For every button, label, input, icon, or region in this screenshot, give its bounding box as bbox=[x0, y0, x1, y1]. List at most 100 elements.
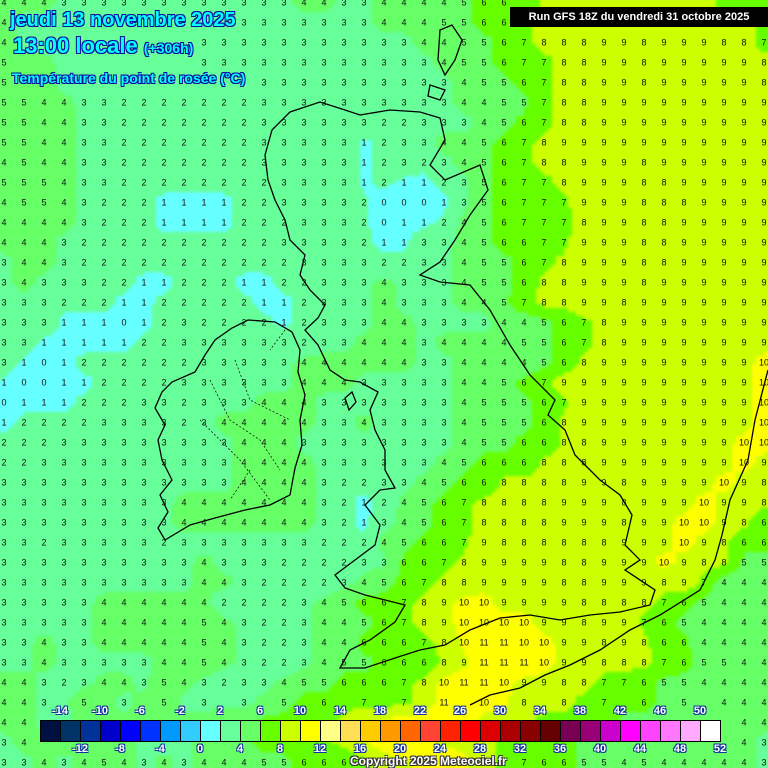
legend-tick-label: 48 bbox=[673, 743, 687, 755]
grid-value: 7 bbox=[541, 217, 547, 228]
grid-value: 3 bbox=[421, 397, 427, 408]
grid-value: 3 bbox=[381, 397, 387, 408]
grid-value: 9 bbox=[701, 437, 707, 448]
grid-value: 6 bbox=[521, 77, 527, 88]
grid-value: 3 bbox=[1, 597, 7, 608]
grid-value: 6 bbox=[501, 177, 507, 188]
grid-value: 3 bbox=[301, 57, 307, 68]
grid-value: 8 bbox=[601, 337, 607, 348]
grid-value: 3 bbox=[1, 617, 7, 628]
grid-value: 3 bbox=[21, 617, 27, 628]
grid-value: 4 bbox=[21, 697, 27, 708]
grid-value: 3 bbox=[1, 577, 7, 588]
grid-value: 8 bbox=[581, 437, 587, 448]
forecast-date: jeudi 13 novembre 2025 bbox=[10, 9, 236, 31]
grid-value: 6 bbox=[501, 0, 507, 8]
grid-value: 8 bbox=[561, 257, 567, 268]
grid-value: 9 bbox=[521, 677, 527, 688]
legend-tick-label: -8 bbox=[115, 743, 125, 755]
grid-value: 9 bbox=[701, 257, 707, 268]
grid-value: 11 bbox=[499, 657, 509, 668]
grid-value: 2 bbox=[201, 257, 207, 268]
grid-value: 9 bbox=[661, 297, 667, 308]
grid-value: 3 bbox=[81, 0, 87, 8]
grid-value: 3 bbox=[141, 497, 147, 508]
grid-value: 11 bbox=[479, 657, 489, 668]
grid-value: 3 bbox=[421, 377, 427, 388]
grid-value: 3 bbox=[221, 457, 227, 468]
grid-value: 3 bbox=[301, 37, 307, 48]
grid-value: 6 bbox=[321, 697, 327, 708]
grid-value: 3 bbox=[101, 0, 107, 8]
grid-value: 7 bbox=[621, 677, 627, 688]
grid-value: 5 bbox=[381, 577, 387, 588]
grid-value: 7 bbox=[761, 37, 767, 48]
grid-value: 2 bbox=[141, 177, 147, 188]
grid-value: 3 bbox=[241, 557, 247, 568]
grid-value: 4 bbox=[241, 417, 247, 428]
grid-value: 7 bbox=[561, 397, 567, 408]
grid-value: 9 bbox=[441, 617, 447, 628]
grid-value: 2 bbox=[241, 97, 247, 108]
grid-value: 9 bbox=[661, 77, 667, 88]
grid-value: 1 bbox=[221, 217, 227, 228]
grid-value: 6 bbox=[501, 197, 507, 208]
grid-value: 3 bbox=[141, 437, 147, 448]
grid-value: 8 bbox=[581, 117, 587, 128]
grid-value: 5 bbox=[481, 177, 487, 188]
grid-value: 0 bbox=[421, 197, 427, 208]
grid-value: 4 bbox=[201, 497, 207, 508]
grid-value: 9 bbox=[601, 57, 607, 68]
grid-value: 3 bbox=[201, 397, 207, 408]
legend-tick-label: 20 bbox=[393, 743, 407, 755]
grid-value: 9 bbox=[681, 457, 687, 468]
grid-value: 2 bbox=[441, 217, 447, 228]
legend-tick-label: 26 bbox=[453, 705, 467, 717]
grid-value: 3 bbox=[321, 137, 327, 148]
grid-value: 4 bbox=[41, 757, 47, 768]
grid-value: 2 bbox=[221, 237, 227, 248]
grid-value: 6 bbox=[381, 597, 387, 608]
grid-value: 7 bbox=[441, 557, 447, 568]
grid-value: 4 bbox=[241, 757, 247, 768]
grid-value: 3 bbox=[1, 657, 7, 668]
grid-value: 3 bbox=[321, 297, 327, 308]
grid-value: 8 bbox=[641, 257, 647, 268]
grid-value: 4 bbox=[121, 617, 127, 628]
grid-value: 9 bbox=[581, 397, 587, 408]
grid-value: 9 bbox=[681, 357, 687, 368]
grid-value: 11 bbox=[479, 637, 489, 648]
grid-value: 3 bbox=[201, 357, 207, 368]
grid-value: 3 bbox=[221, 397, 227, 408]
grid-value: 8 bbox=[761, 497, 767, 508]
grid-value: 2 bbox=[161, 317, 167, 328]
grid-value: 1 bbox=[401, 237, 407, 248]
grid-value: 5 bbox=[501, 417, 507, 428]
grid-value: 5 bbox=[441, 17, 447, 28]
grid-value: 3 bbox=[181, 577, 187, 588]
legend-swatch bbox=[561, 721, 581, 741]
grid-value: 6 bbox=[441, 517, 447, 528]
grid-value: 9 bbox=[561, 137, 567, 148]
grid-value: 3 bbox=[341, 157, 347, 168]
grid-value: 9 bbox=[701, 317, 707, 328]
grid-value: 4 bbox=[501, 317, 507, 328]
grid-value: 3 bbox=[381, 517, 387, 528]
grid-value: 4 bbox=[41, 257, 47, 268]
grid-value: 7 bbox=[541, 377, 547, 388]
grid-value: 2 bbox=[381, 177, 387, 188]
grid-value: 4 bbox=[741, 717, 747, 728]
grid-value: 9 bbox=[741, 77, 747, 88]
grid-value: 8 bbox=[561, 677, 567, 688]
grid-value: 5 bbox=[481, 157, 487, 168]
grid-value: 9 bbox=[541, 617, 547, 628]
grid-value: 4 bbox=[1, 217, 7, 228]
grid-value: 4 bbox=[341, 637, 347, 648]
grid-value: 8 bbox=[621, 297, 627, 308]
grid-value: 6 bbox=[641, 697, 647, 708]
grid-value: 3 bbox=[141, 577, 147, 588]
grid-value: 3 bbox=[241, 17, 247, 28]
legend-swatch bbox=[201, 721, 221, 741]
grid-value: 9 bbox=[621, 97, 627, 108]
grid-value: 3 bbox=[341, 337, 347, 348]
